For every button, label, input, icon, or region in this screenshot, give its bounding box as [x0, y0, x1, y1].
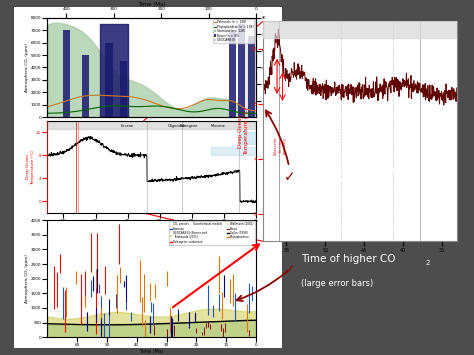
Bar: [63, 30, 70, 117]
Text: Time of higher CO: Time of higher CO: [301, 254, 395, 264]
Y-axis label: Continental
glaciation: Continental glaciation: [268, 57, 277, 78]
Bar: [238, 24, 245, 117]
Bar: [47, 121, 256, 129]
Bar: [119, 61, 127, 117]
Bar: [105, 43, 112, 117]
Bar: [82, 55, 89, 117]
Bar: [0, 121, 47, 213]
Bar: [228, 30, 236, 117]
Bar: [263, 21, 457, 38]
Text: ✓: ✓: [284, 170, 296, 185]
Text: Paleogene: Paleogene: [180, 124, 198, 129]
Y-axis label: Atmospheric CO₂ (ppm): Atmospheric CO₂ (ppm): [25, 254, 29, 303]
X-axis label: Time (Ma): Time (Ma): [138, 2, 165, 7]
Y-axis label: Atmospheric CO₂ (ppm): Atmospheric CO₂ (ppm): [25, 43, 29, 92]
Text: (large error bars): (large error bars): [301, 279, 373, 289]
Y-axis label: Deep Ocean
Temperature (°C): Deep Ocean Temperature (°C): [238, 108, 249, 155]
Text: Miocene: Miocene: [211, 124, 226, 129]
Y-axis label: Deep Ocean
Temperature (°C): Deep Ocean Temperature (°C): [26, 149, 35, 185]
Text: Paleocene-
Eocene
boundary: Paleocene- Eocene boundary: [273, 136, 287, 155]
Legend: Paleosols (n = 130), Phytoplankton (n = 194), Stomata (n = 128), Boron (n = 95),: Paleosols (n = 130), Phytoplankton (n = …: [213, 19, 255, 43]
Bar: [247, 36, 255, 117]
Text: Short duration of
between 1,000 and
10,000 years: Short duration of between 1,000 and 10,0…: [301, 154, 401, 187]
X-axis label: Time (Ma): Time (Ma): [139, 349, 164, 354]
Text: ✓: ✓: [284, 263, 296, 277]
Text: Oligocene: Oligocene: [168, 124, 186, 129]
Text: 2: 2: [426, 261, 430, 266]
Text: Eocene: Eocene: [120, 124, 133, 129]
Legend: CO₂ proxies     Geochemical models, Stomata, GEOCARB III (Berner and
  Kothavala: CO₂ proxies Geochemical models, Stomata,…: [169, 222, 255, 245]
